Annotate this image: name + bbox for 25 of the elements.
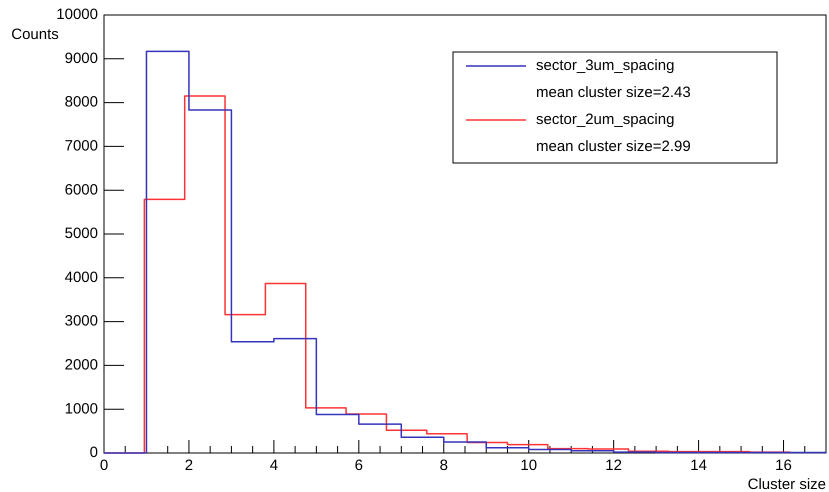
annotation: mean cluster size=2.43	[536, 84, 691, 102]
x-tick-label: 6	[354, 457, 363, 474]
x-tick-label: 16	[775, 457, 792, 474]
x-tick-label: 12	[605, 457, 622, 474]
annotation: mean cluster size=2.99	[536, 138, 691, 156]
y-tick-label: 5000	[64, 225, 98, 242]
x-tick-label: 14	[690, 457, 707, 474]
y-tick-label: 0	[90, 444, 98, 462]
y-axis-title: Counts	[11, 26, 59, 44]
x-tick-label: 2	[184, 457, 194, 474]
y-tick-label: 8000	[64, 94, 98, 111]
legend-label: sector_2um_spacing	[536, 111, 674, 128]
x-axis-title: Cluster size	[748, 476, 826, 492]
y-tick-label: 1000	[64, 400, 98, 418]
y-tick-label: 3000	[64, 312, 98, 330]
x-tick-label: 4	[270, 457, 278, 474]
y-tick-label: 9000	[64, 50, 98, 67]
y-tick-label: 7000	[64, 138, 98, 155]
legend-label: sector_3um_spacing	[536, 57, 674, 74]
y-tick-label: 10000	[56, 6, 98, 24]
y-tick-label: 2000	[64, 356, 98, 374]
y-tick-label: 6000	[64, 181, 98, 198]
x-tick-label: 8	[440, 457, 448, 474]
x-tick-label: 10	[520, 457, 538, 474]
y-tick-label: 4000	[64, 268, 98, 286]
